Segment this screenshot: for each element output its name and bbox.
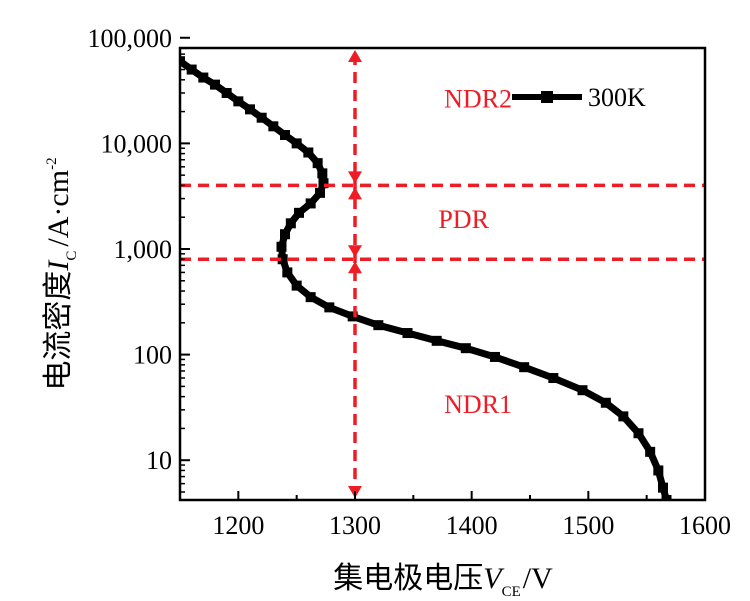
data-point	[402, 328, 413, 339]
data-point	[324, 302, 335, 313]
data-point	[658, 482, 668, 493]
y-tick-label: 1,000	[114, 235, 173, 264]
arrow-up-icon	[348, 187, 362, 200]
data-point	[276, 241, 287, 252]
data-point	[285, 218, 296, 229]
data-point	[577, 385, 588, 396]
x-axis: 1200 1300 1400 1500 1600	[179, 491, 731, 540]
data-point	[303, 147, 314, 158]
data-point	[347, 311, 358, 322]
data-point	[653, 465, 664, 476]
data-point	[305, 292, 316, 303]
y-tick-label: 10,000	[101, 129, 173, 158]
x-tick-label: 1300	[329, 511, 381, 540]
arrow-up-icon	[348, 50, 362, 62]
data-point	[600, 397, 611, 408]
legend-marker	[541, 91, 553, 103]
arrow-down-icon	[348, 245, 362, 258]
data-point	[291, 138, 302, 149]
x-axis-label: 集电极电压VCE/V	[333, 562, 553, 600]
y-tick-label: 10	[146, 446, 172, 475]
data-point	[305, 198, 316, 209]
legend-label: 300K	[588, 83, 646, 112]
data-point	[317, 168, 328, 179]
arrow-down-icon	[348, 171, 362, 184]
x-tick-label: 1200	[212, 511, 264, 540]
y-axis: 10 100 1,000 10,000 100,000	[88, 24, 190, 493]
annotation-label: NDR1	[444, 390, 512, 419]
annotation-label: NDR2	[444, 84, 512, 113]
data-point	[291, 280, 302, 291]
data-point	[519, 362, 530, 373]
data-point	[268, 121, 279, 132]
series-line	[180, 58, 670, 500]
data-point	[198, 72, 209, 83]
data-point	[460, 343, 471, 354]
reference-layer	[180, 50, 705, 498]
y-axis-label: 电流密度IC/A·cm-2	[42, 157, 80, 390]
data-point	[373, 320, 384, 331]
data-point	[256, 112, 267, 123]
data-point	[221, 87, 232, 98]
data-point	[280, 229, 290, 240]
data-point	[312, 158, 323, 169]
annotation-layer: NDR2 PDR NDR1	[438, 84, 512, 419]
x-tick-label: 1500	[562, 511, 614, 540]
data-point	[618, 411, 629, 422]
data-point	[280, 130, 290, 141]
data-point	[233, 96, 244, 107]
arrow-up-icon	[348, 261, 362, 274]
data-point	[490, 351, 500, 362]
data-point	[294, 207, 304, 218]
data-point	[186, 64, 197, 75]
data-point	[277, 254, 288, 265]
data-point	[633, 428, 644, 439]
data-point	[645, 446, 656, 457]
data-point	[661, 495, 672, 500]
y-tick-label: 100	[133, 341, 172, 370]
x-tick-label: 1400	[446, 511, 498, 540]
y-tick-label: 100,000	[88, 24, 173, 53]
data-point	[548, 373, 559, 384]
plot-frame	[178, 46, 707, 502]
data-point	[282, 267, 293, 278]
legend: 300K	[512, 83, 646, 112]
data-point	[318, 178, 329, 189]
data-point	[315, 187, 325, 198]
x-tick-label: 1600	[679, 511, 731, 540]
data-point	[431, 335, 442, 346]
data-point	[210, 79, 220, 90]
data-point	[245, 104, 255, 115]
annotation-label: PDR	[438, 205, 489, 234]
data-layer	[180, 56, 672, 500]
